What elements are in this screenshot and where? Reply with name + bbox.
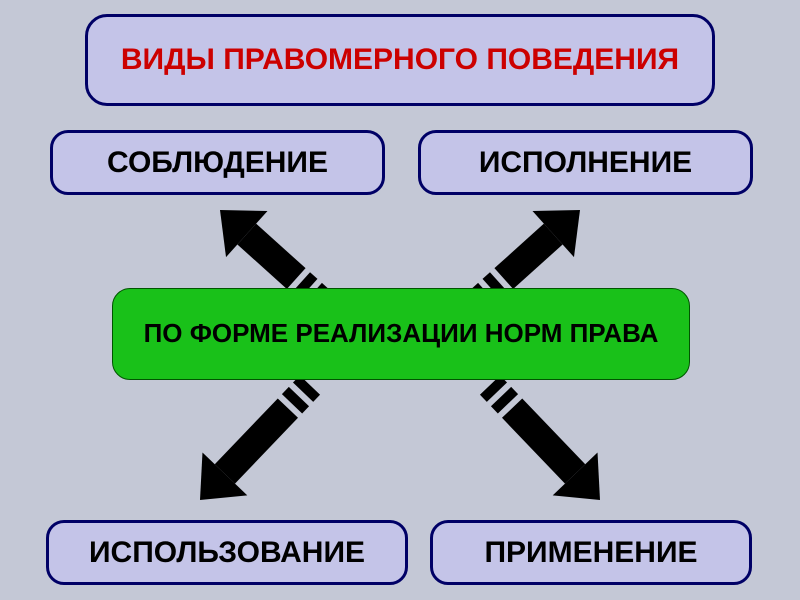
leaf-box-3-label: ПРИМЕНЕНИЕ — [484, 535, 697, 571]
leaf-box-0-label: СОБЛЮДЕНИЕ — [107, 145, 328, 181]
leaf-box-2-label: ИСПОЛЬЗОВАНИЕ — [89, 535, 365, 571]
leaf-box-2: ИСПОЛЬЗОВАНИЕ — [46, 520, 408, 585]
leaf-box-1: ИСПОЛНЕНИЕ — [418, 130, 753, 195]
title-box-label: ВИДЫ ПРАВОМЕРНОГО ПОВЕДЕНИЯ — [121, 42, 679, 78]
leaf-box-3: ПРИМЕНЕНИЕ — [430, 520, 752, 585]
arrow-icon — [175, 361, 336, 524]
leaf-box-1-label: ИСПОЛНЕНИЕ — [479, 145, 692, 181]
arrow-icon — [465, 361, 626, 524]
center-box-label: ПО ФОРМЕ РЕАЛИЗАЦИИ НОРМ ПРАВА — [144, 318, 659, 349]
leaf-box-0: СОБЛЮДЕНИЕ — [50, 130, 385, 195]
center-box: ПО ФОРМЕ РЕАЛИЗАЦИИ НОРМ ПРАВА — [112, 288, 690, 380]
title-box: ВИДЫ ПРАВОМЕРНОГО ПОВЕДЕНИЯ — [85, 14, 715, 106]
diagram-canvas: ВИДЫ ПРАВОМЕРНОГО ПОВЕДЕНИЯ ПО ФОРМЕ РЕАЛ… — [0, 0, 800, 600]
